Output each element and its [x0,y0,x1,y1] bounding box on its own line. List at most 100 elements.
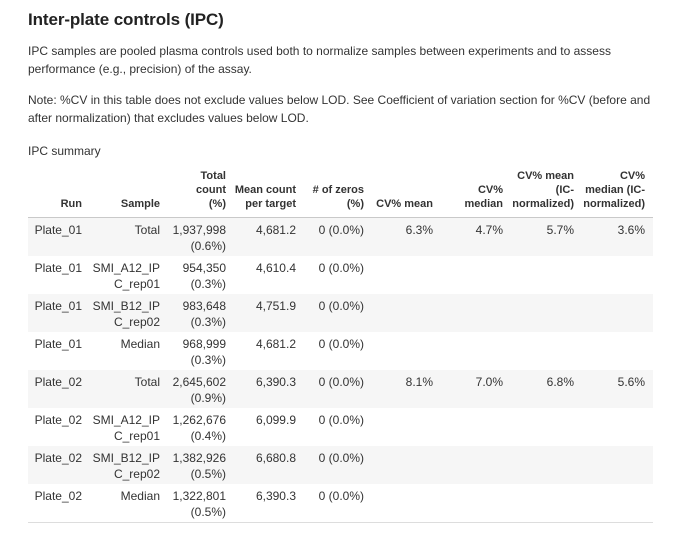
total-count-value: 1,322,801 [172,489,226,503]
total-count-percent: (0.5%) [190,505,226,519]
cell-run: Plate_01 [34,299,82,313]
cell-sample: SMI_A12_IPC_rep01 [92,261,160,291]
table-row: Plate_01 Total 1,937,998 (0.6%) 4,681.2 0 (0.… [28,217,653,257]
cell-cv-mean-ic-normalized [511,294,582,332]
cell-cv-mean-ic-normalized [511,484,582,523]
total-count-percent: (0.5%) [190,467,226,481]
cell-mean-count-per-target: 6,099.9 [255,413,296,427]
cell-sample: SMI_B12_IPC_rep02 [92,299,160,329]
table-row: Plate_01 SMI_B12_IPC_rep02 983,648 (0.3%) 4,… [28,294,653,332]
cell-total-count: 968,999 (0.3%) [168,332,234,370]
cell-run: Plate_02 [28,484,90,523]
total-count-value: 1,382,926 [172,451,226,465]
column-header-run: Run [28,167,90,218]
cell-num-zeros: 0 (0.0%) [318,337,364,351]
column-header-mean-count-per-target: Mean count per target [234,167,304,218]
cell-cv-mean-ic-normalized [511,446,582,484]
total-count-value: 1,937,998 [172,223,226,237]
cell-cv-median-ic-normalized [582,484,653,523]
column-header-total-count: Total count (%) [168,167,234,218]
cell-cv-median-ic-normalized [582,408,653,446]
cell-num-zeros: 0 (0.0%) [304,484,372,523]
cell-cv-median [441,332,511,370]
column-header-cv-median-ic-normalized: CV% median (IC- normalized) [582,167,653,218]
cell-num-zeros: 0 (0.0%) [318,299,364,313]
total-count-value: 983,648 [182,299,226,313]
cell-cv-mean [372,484,441,523]
cell-cv-median [441,484,511,523]
cell-mean-count-per-target: 6,390.3 [234,484,304,523]
page-title: Inter-plate controls (IPC) [28,10,224,29]
cell-num-zeros: 0 (0.0%) [318,261,364,275]
cell-mean-count-per-target: 4,751.9 [255,299,296,313]
cell-mean-count-per-target: 6,390.3 [255,375,296,389]
cell-cv-mean: 8.1% [405,375,433,389]
table-caption: IPC summary [28,144,101,158]
table-row: Plate_02 Total 2,645,602 (0.9%) 6,390.3 0 (0.… [28,370,653,408]
cell-cv-mean: 6.3% [405,223,433,237]
cell-run: Plate_01 [34,261,82,275]
column-header-cv-mean: CV% mean [372,167,441,218]
table-row: Plate_02 SMI_A12_IPC_rep01 1,262,676 (0.4%)… [28,408,653,446]
cell-cv-mean-ic-normalized: 6.8% [546,375,574,389]
column-header-cv-median: CV% median [441,167,511,218]
note-paragraph: Note: %CV in this table does not exclude… [28,93,651,125]
cell-cv-mean [372,256,441,294]
cell-num-zeros: 0 (0.0%) [318,375,364,389]
cell-run: Plate_01 [34,337,82,351]
column-header-cv-mean-ic-normalized: CV% mean (IC- normalized) [511,167,582,218]
cell-cv-mean [372,446,441,484]
cell-num-zeros: 0 (0.0%) [318,451,364,465]
table-row: Plate_01 Median 968,999 (0.3%) 4,681.2 0 (0.0… [28,332,653,370]
cell-cv-mean-ic-normalized [511,408,582,446]
cell-total-count: 954,350 (0.3%) [168,256,234,294]
cell-total-count: 983,648 (0.3%) [168,294,234,332]
cell-run: Plate_02 [34,413,82,427]
column-header-sample: Sample [90,167,168,218]
cell-sample: Median [90,484,168,523]
total-count-percent: (0.3%) [190,353,226,367]
cell-cv-mean [372,408,441,446]
cell-cv-median-ic-normalized [582,294,653,332]
cell-run: Plate_01 [34,223,82,237]
table-row: Plate_02 SMI_B12_IPC_rep02 1,382,926 (0.5%)… [28,446,653,484]
total-count-percent: (0.6%) [190,239,226,253]
cell-cv-mean-ic-normalized [511,256,582,294]
cell-cv-mean [372,294,441,332]
cell-sample: SMI_A12_IPC_rep01 [92,413,160,443]
cell-total-count: 1,937,998 (0.6%) [168,218,234,257]
cell-total-count: 1,262,676 (0.4%) [168,408,234,446]
ipc-summary-table: Run Sample Total count (%) Mean count pe… [28,167,653,523]
total-count-value: 1,262,676 [172,413,226,427]
total-count-percent: (0.3%) [190,277,226,291]
cell-cv-mean [372,332,441,370]
cell-sample: Median [120,337,160,351]
cell-cv-median-ic-normalized: 3.6% [617,223,645,237]
table-row: Plate_02 Median 1,322,801 (0.5%) 6,390.3 0 (0… [28,484,653,523]
cell-cv-median-ic-normalized [582,446,653,484]
total-count-value: 954,350 [182,261,226,275]
cell-total-count: 1,382,926 (0.5%) [168,446,234,484]
cell-cv-median [441,294,511,332]
total-count-percent: (0.4%) [190,429,226,443]
cell-mean-count-per-target: 4,681.2 [255,337,296,351]
column-header-num-zeros: # of zeros (%) [304,167,372,218]
total-count-value: 2,645,602 [172,375,226,389]
cell-cv-median [441,408,511,446]
cell-cv-median-ic-normalized: 5.6% [617,375,645,389]
cell-mean-count-per-target: 4,610.4 [255,261,296,275]
cell-cv-median [441,256,511,294]
cell-total-count: 1,322,801 (0.5%) [168,484,234,523]
cell-sample: SMI_B12_IPC_rep02 [92,451,160,481]
cell-sample: Total [134,375,160,389]
cell-total-count: 2,645,602 (0.9%) [168,370,234,408]
cell-cv-median [441,446,511,484]
cell-run: Plate_02 [34,375,82,389]
cell-cv-mean-ic-normalized [511,332,582,370]
cell-num-zeros: 0 (0.0%) [318,413,364,427]
cell-cv-mean-ic-normalized: 5.7% [546,223,574,237]
cell-cv-median: 4.7% [475,223,503,237]
cell-run: Plate_02 [34,451,82,465]
total-count-value: 968,999 [182,337,226,351]
